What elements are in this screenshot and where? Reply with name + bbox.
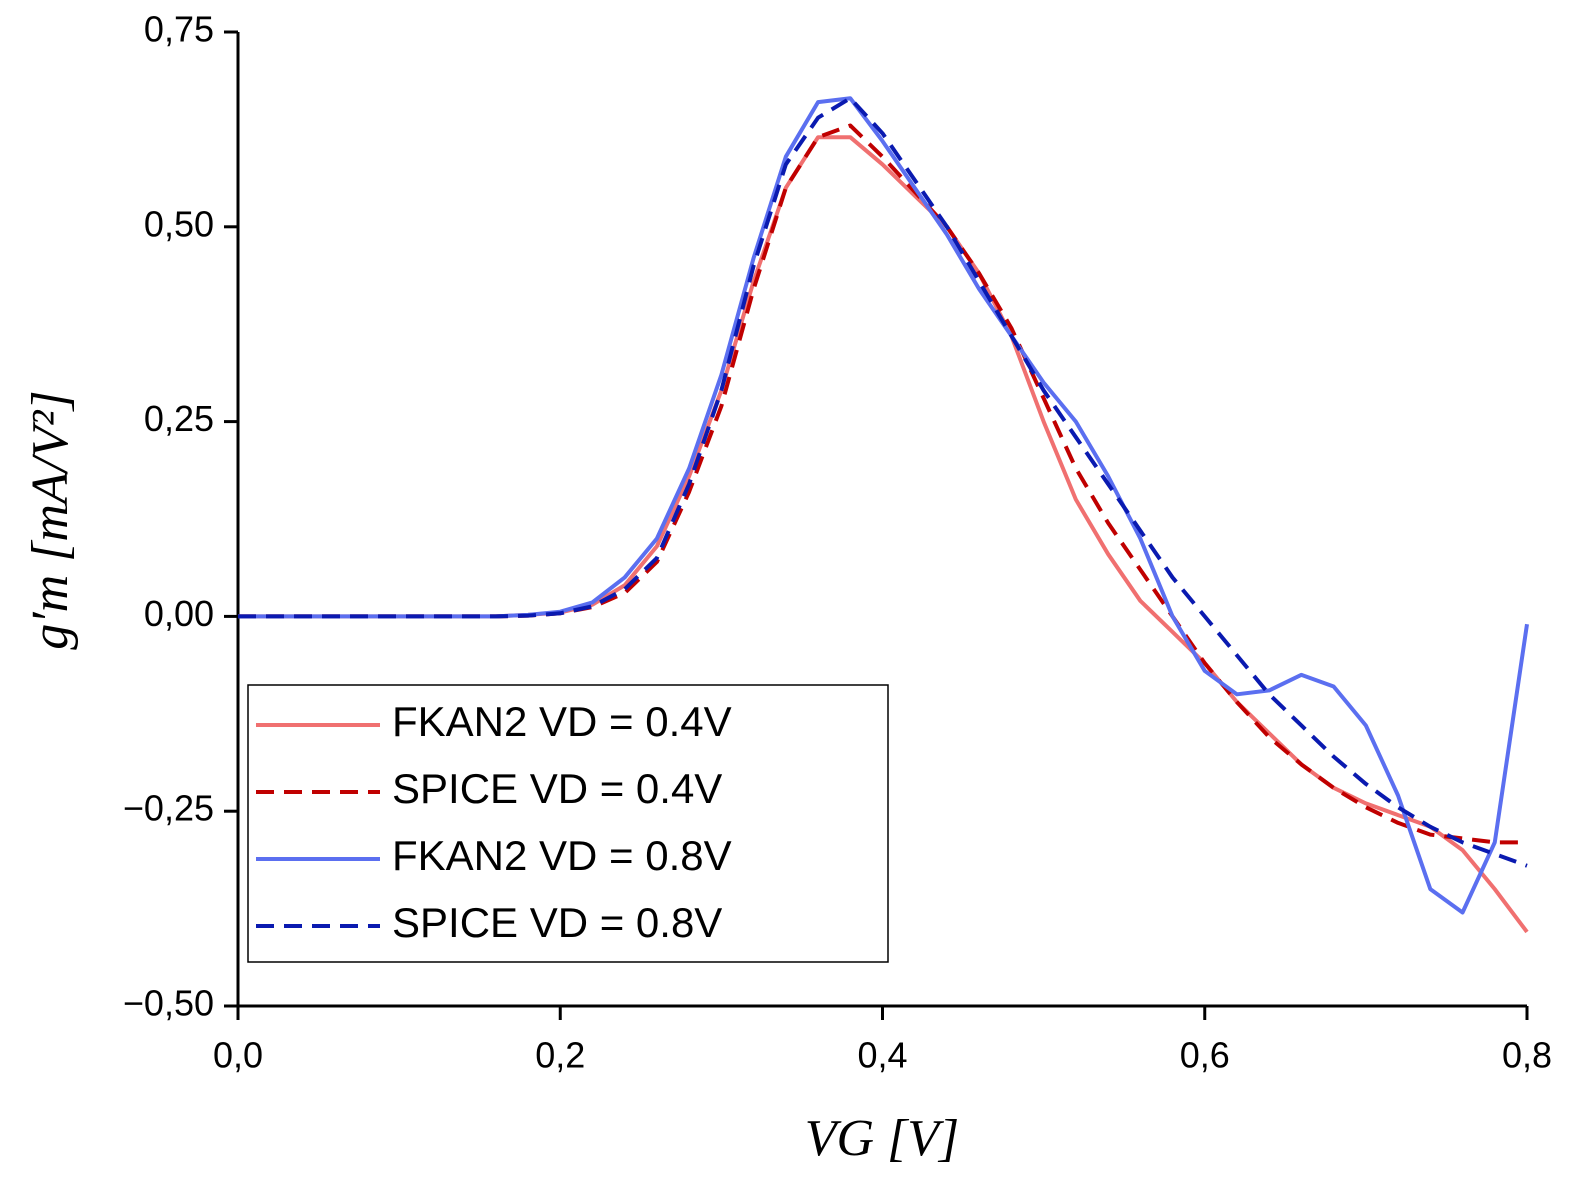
y-tick-label: 0,50 <box>144 203 214 244</box>
series-line <box>238 96 1529 915</box>
y-tick-label: 0,00 <box>144 593 214 634</box>
y-tick-label: −0,25 <box>123 788 214 829</box>
y-tick-label: 0,75 <box>144 9 214 50</box>
x-tick-label: 0,2 <box>535 1035 585 1076</box>
legend-label: FKAN2 VD = 0.8V <box>392 832 732 879</box>
y-tick-label: −0,50 <box>123 983 214 1024</box>
x-axis-title: VG [V] <box>805 1110 960 1167</box>
y-axis-title: g′m [mA/V²] <box>22 390 79 650</box>
x-tick-label: 0,0 <box>213 1035 263 1076</box>
legend-label: SPICE VD = 0.8V <box>392 899 722 946</box>
legend-box <box>247 684 889 963</box>
legend-label: FKAN2 VD = 0.4V <box>392 698 732 745</box>
x-tick-label: 0,6 <box>1180 1035 1230 1076</box>
y-tick-label: 0,25 <box>144 398 214 439</box>
x-tick-label: 0,4 <box>857 1035 907 1076</box>
series-line <box>238 96 1528 868</box>
legend-label: SPICE VD = 0.4V <box>392 765 722 812</box>
x-tick-label: 0,8 <box>1502 1035 1552 1076</box>
